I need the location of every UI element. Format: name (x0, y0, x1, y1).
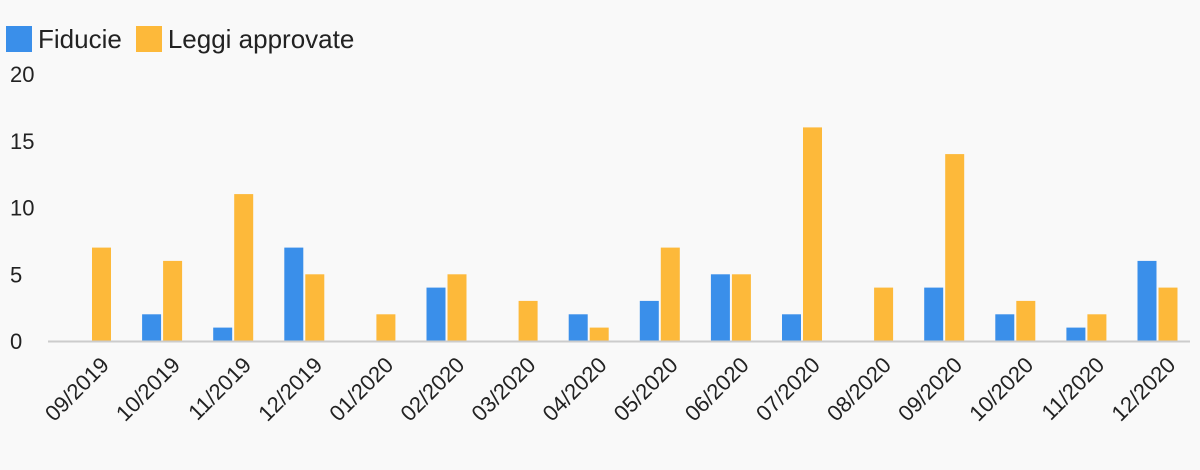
bar-leggi-approvate (945, 154, 965, 341)
bar-leggi-approvate (305, 274, 325, 342)
bar-leggi-approvate (518, 300, 538, 341)
bar-leggi-approvate (163, 260, 183, 341)
y-tick-label: 15 (10, 129, 34, 154)
legend-swatch-fiducie (6, 26, 32, 52)
bar-leggi-approvate (234, 194, 254, 341)
bar-leggi-approvate (803, 127, 822, 342)
bar-fiducie (639, 300, 659, 341)
bar-leggi-approvate (660, 247, 680, 341)
x-tick-label: 04/2020 (538, 352, 612, 426)
legend: Fiducie Leggi approvate (6, 24, 354, 54)
y-tick-label: 10 (10, 196, 34, 221)
bar-fiducie (710, 274, 730, 342)
x-tick-label: 11/2020 (1036, 352, 1109, 425)
x-tick-label: 01/2020 (324, 352, 398, 426)
legend-item-leggi-approvate: Leggi approvate (135, 24, 355, 54)
bar-leggi-approvate (447, 274, 467, 342)
x-tick-label: 02/2020 (395, 352, 469, 426)
x-tick-label: 05/2020 (609, 352, 683, 426)
bar-leggi-approvate (874, 287, 894, 341)
y-tick-label: 20 (10, 62, 34, 87)
bar-fiducie (1066, 327, 1086, 341)
bar-leggi-approvate (92, 247, 111, 341)
legend-label-leggi-approvate: Leggi approvate (167, 24, 355, 54)
bar-fiducie (284, 247, 304, 341)
bar-fiducie (1137, 260, 1157, 341)
x-tick-label: 12/2019 (253, 352, 327, 426)
legend-swatch-leggi-approvate (135, 26, 162, 52)
x-tick-label: 11/2019 (183, 352, 256, 425)
x-tick-label: 08/2020 (822, 352, 896, 426)
y-tick-label: 0 (10, 329, 22, 354)
x-tick-label: 10/2020 (964, 352, 1038, 426)
x-tick-label: 06/2020 (680, 352, 754, 426)
bar-leggi-approvate (731, 274, 751, 342)
legend-label-fiducie: Fiducie (38, 24, 122, 54)
x-tick-label: 07/2020 (751, 352, 825, 426)
bar-fiducie (213, 327, 233, 341)
x-tick-label: 10/2019 (111, 352, 185, 426)
x-tick-label: 03/2020 (467, 352, 541, 426)
bar-leggi-approvate (1158, 287, 1178, 341)
y-tick-label: 5 (10, 262, 22, 287)
bar-fiducie (142, 314, 162, 341)
bar-leggi-approvate (589, 327, 609, 341)
x-tick-label: 12/2020 (1106, 352, 1180, 426)
bar-leggi-approvate (1016, 300, 1036, 341)
x-tick-label: 09/2020 (893, 352, 967, 426)
bar-fiducie (995, 314, 1015, 341)
bar-fiducie (426, 287, 446, 341)
bar-fiducie (568, 314, 588, 341)
legend-item-fiducie: Fiducie (6, 24, 122, 54)
bar-fiducie (924, 287, 944, 341)
bar-leggi-approvate (376, 314, 396, 341)
x-tick-label: 09/2019 (40, 352, 114, 426)
bar-fiducie (782, 314, 801, 341)
bar-leggi-approvate (1087, 314, 1107, 341)
